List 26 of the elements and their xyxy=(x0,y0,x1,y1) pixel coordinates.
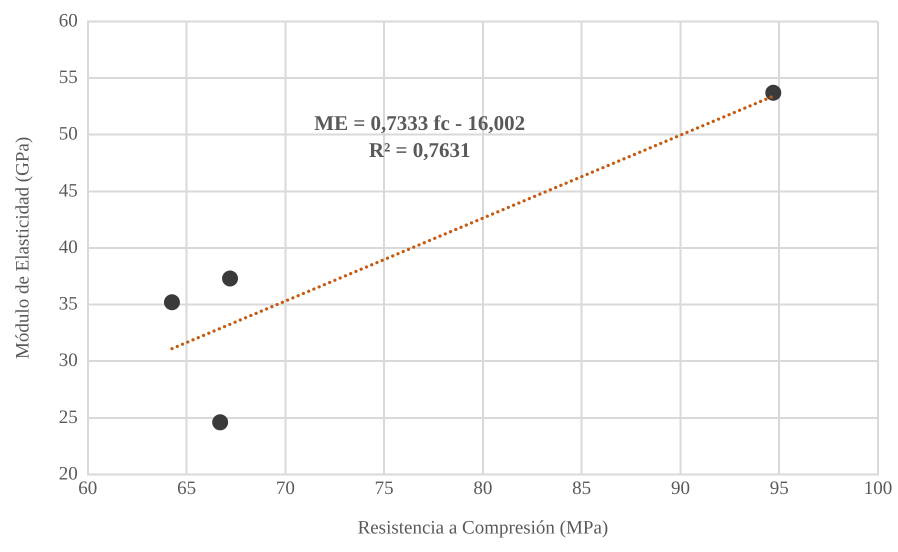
y-tick-label: 50 xyxy=(58,124,78,145)
y-tick-label: 25 xyxy=(58,406,78,428)
x-tick-label: 85 xyxy=(572,478,592,499)
x-tick-label: 60 xyxy=(78,478,98,499)
y-tick-label: 45 xyxy=(58,180,78,202)
x-tick-label: 100 xyxy=(864,478,892,499)
y-tick-label: 60 xyxy=(58,10,78,32)
annotation: ME = 0,7333 fc - 16,002 xyxy=(314,110,526,135)
x-tick-label: 75 xyxy=(374,478,394,499)
point xyxy=(212,414,228,430)
x-axis-title: Resistencia a Compresión (MPa) xyxy=(358,518,608,539)
point xyxy=(222,270,238,286)
x-tick-label: 70 xyxy=(276,478,295,499)
y-tick-label: 35 xyxy=(58,294,78,315)
x-tick-label: 90 xyxy=(670,478,690,499)
x-tick-label: 65 xyxy=(177,478,196,499)
y-tick-label: 40 xyxy=(58,236,78,258)
y-axis-title: Módulo de Elasticidad (GPa) xyxy=(12,136,34,359)
x-tick-label: 80 xyxy=(473,478,492,499)
y-tick-label: 55 xyxy=(58,67,78,88)
y-tick-label: 20 xyxy=(58,463,78,484)
point xyxy=(164,294,180,310)
annotation: R² = 0,7631 xyxy=(368,138,471,162)
y-tick-label: 30 xyxy=(58,350,78,372)
point xyxy=(765,84,782,101)
x-tick-label: 95 xyxy=(770,478,789,499)
